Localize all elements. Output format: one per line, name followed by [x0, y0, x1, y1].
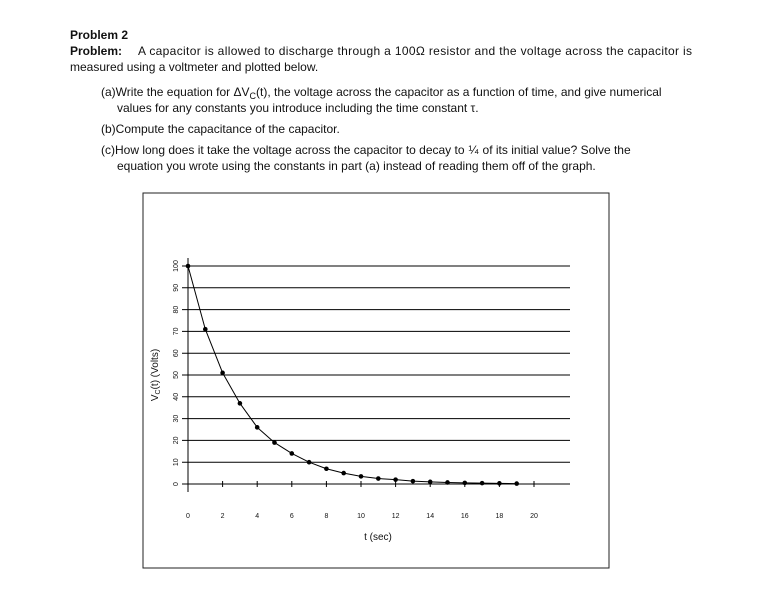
title: Problem 2 — [70, 28, 128, 42]
part-text: (t), the voltage across the capacitor as… — [256, 85, 662, 99]
y-tick-label: 90 — [173, 284, 180, 292]
subscript: C — [250, 91, 257, 101]
y-tick-label: 80 — [173, 306, 180, 314]
y-tick-label: 20 — [173, 436, 180, 444]
y-tick-label: 70 — [173, 327, 180, 335]
data-point — [306, 459, 312, 465]
fraction: ¼ — [469, 143, 480, 157]
x-tick-label: 10 — [357, 513, 365, 520]
data-point — [445, 480, 450, 485]
data-point — [237, 401, 243, 406]
x-tick-label: 18 — [496, 513, 504, 520]
part-text: of its initial value? Solve the — [483, 143, 631, 157]
y-tick-label: 100 — [173, 260, 180, 272]
curve — [187, 265, 517, 485]
y-axis-label: (t) (Volts) — [150, 349, 161, 390]
data-point — [358, 474, 364, 479]
data-point — [220, 370, 225, 376]
x-tick-label: 6 — [290, 513, 294, 520]
part-text: (b)Compute the capacitance of the capaci… — [101, 122, 340, 136]
x-tick-label: 0 — [186, 513, 190, 520]
problem-text: measured using a voltmeter and plotted b… — [70, 60, 318, 74]
part-text: (c)How long does it take the voltage acr… — [101, 143, 631, 157]
data-point — [272, 440, 277, 445]
part-text: (c)How long does it take the voltage acr… — [101, 143, 465, 157]
x-axis-label: t (sec) — [364, 532, 392, 543]
data-point — [376, 476, 381, 481]
data-point — [203, 326, 208, 332]
x-tick-label: 14 — [426, 513, 434, 520]
y-axis-label: C — [155, 389, 162, 394]
data-point — [341, 470, 347, 476]
data-point — [410, 478, 416, 484]
y-tick-label: 60 — [173, 349, 180, 357]
part-text: values for any constants you introduce i… — [117, 101, 479, 115]
x-tick-label: 2 — [221, 513, 225, 520]
data-point — [185, 263, 191, 269]
y-tick-label: 40 — [173, 393, 180, 401]
x-tick-label: 12 — [392, 513, 400, 520]
y-tick-label: 30 — [173, 415, 180, 423]
data-point — [254, 425, 260, 430]
x-tick-label: 16 — [461, 513, 469, 520]
part-text: (a)Write the equation for ΔV — [101, 85, 250, 99]
part-text: (a)Write the equation for ΔVC(t), the vo… — [101, 85, 662, 101]
x-tick-label: 8 — [324, 513, 328, 520]
y-tick-label: 50 — [173, 371, 180, 379]
problem-label: Problem: — [70, 44, 122, 58]
data-point — [427, 479, 433, 485]
data-point — [289, 451, 295, 456]
problem-text: A capacitor is allowed to discharge thro… — [138, 44, 692, 58]
y-axis-label: V — [150, 394, 161, 401]
data-point — [479, 480, 485, 486]
y-tick-label: 10 — [173, 458, 180, 466]
x-tick-label: 20 — [530, 513, 538, 520]
y-axis-label: VC(t) (Volts) — [150, 349, 162, 401]
data-point — [324, 466, 329, 472]
data-point — [514, 481, 519, 486]
y-tick-label: 0 — [173, 482, 180, 486]
chart-frame — [142, 192, 610, 569]
part-text: equation you wrote using the constants i… — [117, 159, 596, 173]
data-point — [497, 481, 502, 486]
data-point — [462, 480, 468, 486]
data-point — [393, 477, 398, 482]
x-tick-label: 4 — [255, 513, 259, 520]
